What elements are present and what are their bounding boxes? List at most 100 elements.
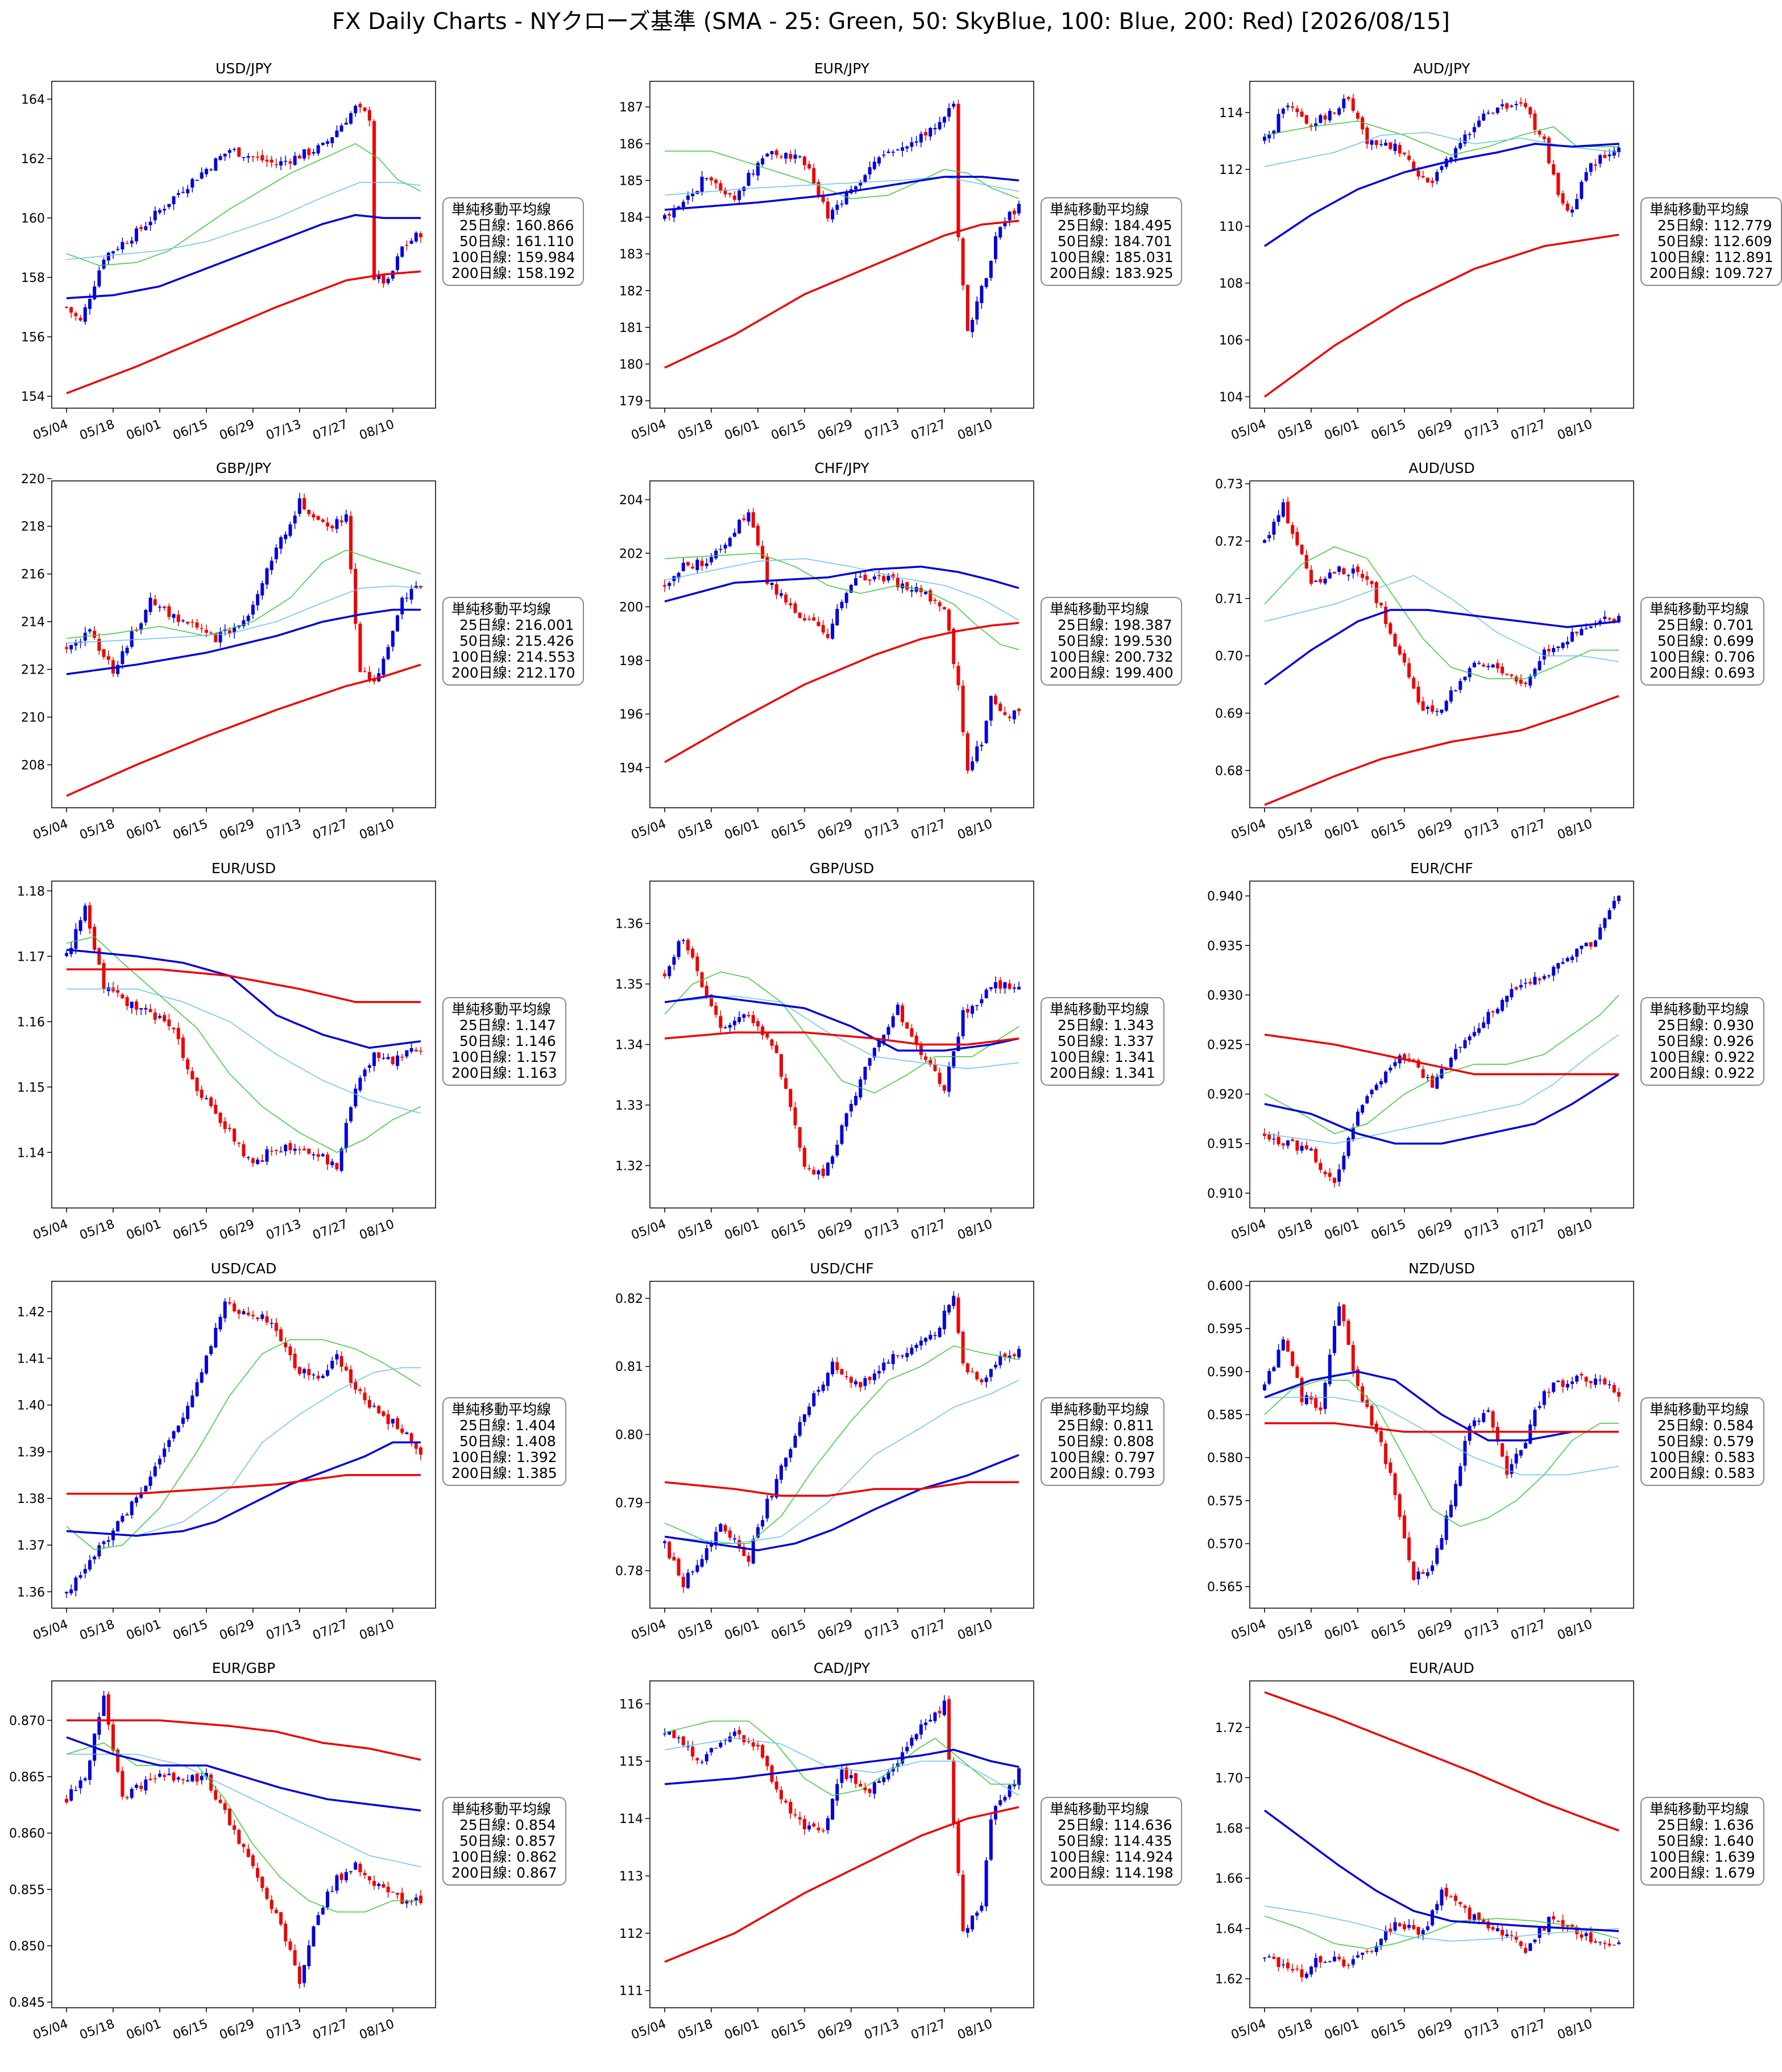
candle-body: [1398, 646, 1402, 655]
candle-body: [121, 1771, 125, 1797]
sma-legend-box: 単純移動平均線 25日線: 114.636 50日線: 114.435 100日線: …: [1041, 1796, 1183, 1886]
candle-body: [765, 1756, 769, 1767]
candle-body: [1323, 1382, 1327, 1409]
candle-body: [1361, 1104, 1365, 1113]
candle-body: [242, 1144, 246, 1157]
candle-body: [1565, 958, 1569, 962]
y-tick-label: 0.585: [1207, 1409, 1243, 1423]
candle-body: [770, 1496, 774, 1498]
candle-body: [709, 557, 713, 563]
candle-body: [74, 1789, 78, 1791]
candle-body: [1458, 1466, 1462, 1486]
candle-body: [354, 106, 358, 114]
candle-body: [1351, 98, 1355, 111]
x-tick-label: 08/10: [358, 1217, 396, 1243]
candle-body: [914, 1035, 918, 1044]
candle-body: [396, 1892, 400, 1895]
candle-body: [321, 1908, 325, 1915]
candle-body: [1495, 107, 1499, 113]
y-tick-label: 1.66: [1215, 1872, 1243, 1886]
candle-body: [419, 1895, 422, 1903]
sma50-line: [66, 585, 421, 644]
candle-body: [728, 1530, 732, 1538]
sma-value-label: 25日線: 216.001: [459, 616, 574, 633]
candle-body: [1263, 136, 1266, 141]
candle-body: [756, 525, 760, 546]
x-tick-label: 07/13: [863, 417, 901, 443]
sma25-line: [664, 971, 1020, 1094]
candle-body: [1346, 575, 1350, 576]
candle-body: [668, 214, 672, 216]
candle-body: [1505, 1456, 1509, 1475]
candle-body: [302, 1148, 306, 1151]
candle-body: [1332, 1326, 1336, 1353]
candle-body: [1510, 1464, 1514, 1474]
candle-body: [1528, 1424, 1532, 1444]
candle-body: [209, 169, 213, 171]
candle-body: [765, 153, 769, 157]
candle-body: [214, 1327, 218, 1348]
candle-body: [349, 516, 353, 570]
candle-body: [821, 1384, 825, 1391]
sma25-line: [1264, 1915, 1619, 1949]
sma-legend-box: 単純移動平均線 25日線: 0.701 50日線: 0.699 100日線: 0.70…: [1640, 596, 1764, 686]
candle-body: [1017, 1768, 1021, 1786]
x-tick-label: 06/15: [1369, 1617, 1408, 1643]
candle-body: [1356, 113, 1360, 119]
candle-body: [78, 318, 82, 321]
candle-body: [1384, 1443, 1388, 1464]
candle-body: [868, 579, 872, 581]
candle-body: [1463, 134, 1467, 144]
candle-body: [770, 151, 774, 155]
candle-body: [1501, 104, 1505, 106]
candle-body: [695, 956, 699, 971]
candle-body: [1412, 678, 1416, 689]
sma-value-label: 200日線: 1.163: [451, 1064, 557, 1081]
sma-value-label: 200日線: 0.693: [1650, 664, 1755, 681]
candle-body: [779, 156, 783, 157]
candle-body: [965, 1928, 969, 1933]
candle-body: [1277, 1957, 1280, 1967]
candle-body: [302, 1369, 306, 1373]
candle-body: [1603, 918, 1607, 928]
candle-body: [779, 1790, 783, 1800]
candle-body: [102, 963, 106, 990]
candle-body: [681, 201, 685, 207]
candle-body: [1491, 113, 1495, 114]
candle-body: [116, 990, 120, 993]
x-tick-label: 05/04: [629, 1617, 668, 1643]
candle-body: [956, 1822, 960, 1873]
candle-body: [933, 600, 937, 601]
sma-box-title: 単純移動平均線: [1050, 1000, 1150, 1018]
candle-body: [293, 515, 297, 524]
candle-body: [83, 1569, 87, 1573]
candle-body: [1580, 629, 1584, 636]
candle-body: [826, 201, 830, 219]
candle-body: [835, 1784, 839, 1801]
candle-body: [1538, 661, 1541, 671]
sma-legend-box: 単純移動平均線 25日線: 1.636 50日線: 1.640 100日線: 1.63…: [1640, 1796, 1764, 1886]
candle-body: [111, 987, 115, 991]
candle-body: [65, 953, 68, 956]
candle-body: [761, 1745, 765, 1758]
candle-body: [756, 1527, 760, 1538]
candle-body: [93, 927, 97, 950]
candle-body: [989, 1819, 993, 1860]
x-tick-label: 07/27: [1509, 417, 1548, 443]
candles: [1263, 895, 1621, 1187]
candle-body: [274, 547, 278, 559]
candle-body: [218, 1112, 222, 1123]
candle-body: [134, 1784, 138, 1788]
candle-body: [695, 1565, 699, 1572]
panel-title: USD/JPY: [216, 60, 272, 77]
y-tick-label: 0.575: [1207, 1494, 1243, 1509]
candle-body: [994, 982, 998, 989]
candle-body: [1580, 1934, 1584, 1938]
sma-value-label: 100日線: 1.639: [1650, 1848, 1755, 1865]
candle-body: [868, 1377, 872, 1380]
candle-body: [335, 1354, 339, 1360]
x-tick-label: 06/29: [1416, 2017, 1454, 2042]
candle-body: [414, 1897, 418, 1901]
